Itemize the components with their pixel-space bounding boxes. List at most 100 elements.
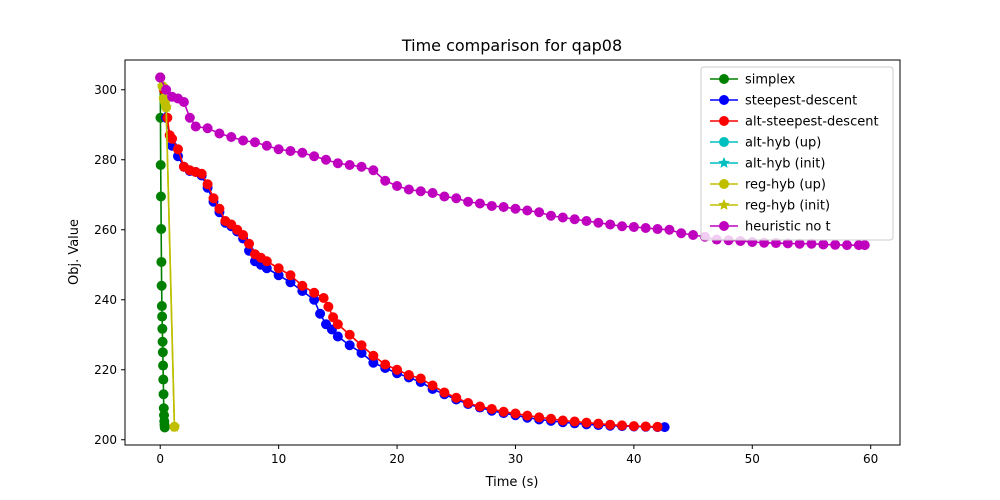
legend-marker xyxy=(719,95,729,105)
y-tick-label: 300 xyxy=(94,83,117,97)
data-point xyxy=(368,165,379,176)
data-point xyxy=(344,160,355,170)
y-axis: 200 220 240 260 280 300 xyxy=(94,83,125,447)
data-point xyxy=(162,112,173,123)
data-point xyxy=(664,224,675,235)
data-point xyxy=(156,256,167,267)
data-point xyxy=(285,270,296,281)
y-tick-label: 280 xyxy=(94,153,117,167)
data-point xyxy=(617,221,628,232)
legend-marker xyxy=(719,74,729,84)
legend-item: alt-hyb (init) xyxy=(710,157,825,172)
data-point xyxy=(522,205,533,216)
data-point xyxy=(157,336,168,347)
data-point xyxy=(273,144,284,155)
data-point xyxy=(818,239,829,250)
data-point xyxy=(332,331,343,342)
data-point xyxy=(321,154,332,165)
data-point xyxy=(617,420,628,431)
x-axis-label: Time (s) xyxy=(485,475,539,490)
data-point xyxy=(640,223,651,233)
data-point xyxy=(273,263,284,274)
data-point xyxy=(415,186,426,197)
data-point xyxy=(392,181,403,191)
data-point xyxy=(380,175,391,186)
data-point xyxy=(156,224,167,235)
data-point xyxy=(605,219,616,230)
data-point xyxy=(157,347,168,358)
data-point xyxy=(427,380,438,391)
x-tick-label: 0 xyxy=(156,452,164,466)
chart-title: Time comparison for qap08 xyxy=(401,36,622,55)
data-point xyxy=(285,146,296,156)
legend-marker xyxy=(719,116,729,126)
legend-item: alt-hyb (up) xyxy=(710,136,821,151)
data-point xyxy=(155,160,166,170)
data-point xyxy=(640,421,651,432)
legend-marker xyxy=(718,156,730,168)
data-point xyxy=(557,212,568,223)
data-point xyxy=(593,418,604,429)
y-tick-label: 220 xyxy=(94,363,117,377)
data-point xyxy=(184,112,195,123)
data-point xyxy=(328,312,339,323)
data-point xyxy=(498,202,509,212)
data-point xyxy=(427,188,438,198)
data-point xyxy=(261,256,272,267)
data-point xyxy=(581,216,592,226)
data-point xyxy=(208,193,219,204)
data-point xyxy=(332,319,343,330)
data-point xyxy=(463,398,474,408)
data-point xyxy=(172,144,183,155)
data-point xyxy=(688,230,699,240)
data-point xyxy=(545,210,556,221)
data-point xyxy=(249,137,260,148)
data-point xyxy=(315,308,326,319)
data-point xyxy=(344,329,355,340)
data-point xyxy=(261,140,272,151)
series-layer xyxy=(155,72,870,433)
data-point xyxy=(569,416,580,427)
data-point xyxy=(415,373,426,384)
legend-item: alt-steepest-descent xyxy=(710,115,879,130)
x-tick-label: 20 xyxy=(389,452,404,466)
data-point xyxy=(522,410,533,421)
data-point xyxy=(380,359,391,370)
legend-marker xyxy=(719,179,729,189)
data-point xyxy=(806,238,817,249)
legend-item: reg-hyb (up) xyxy=(710,178,826,193)
x-tick-label: 10 xyxy=(271,452,286,466)
x-tick-label: 50 xyxy=(745,452,760,466)
data-point xyxy=(628,421,639,432)
legend-label: heuristic no t xyxy=(745,220,831,235)
data-point xyxy=(167,133,178,144)
legend-item: simplex xyxy=(710,73,796,88)
data-point xyxy=(158,360,169,371)
data-point xyxy=(652,224,663,235)
data-point xyxy=(842,240,853,251)
data-point xyxy=(451,193,462,204)
x-tick-label: 30 xyxy=(508,452,523,466)
y-tick-label: 260 xyxy=(94,223,117,237)
data-point xyxy=(498,406,509,417)
legend-label: simplex xyxy=(745,73,796,88)
series-line xyxy=(159,77,865,246)
legend-marker xyxy=(719,137,729,147)
data-point xyxy=(155,191,166,202)
data-point xyxy=(297,280,308,291)
data-point xyxy=(534,412,545,423)
data-point xyxy=(652,421,663,432)
data-point xyxy=(356,340,367,351)
x-axis: 0 10 20 30 40 50 60 xyxy=(156,445,878,466)
data-point xyxy=(202,179,213,190)
data-point xyxy=(178,97,189,107)
data-point xyxy=(403,184,414,195)
legend-label: reg-hyb (up) xyxy=(745,178,826,193)
data-point xyxy=(244,238,255,249)
data-point xyxy=(332,158,343,169)
legend-label: alt-hyb (up) xyxy=(745,136,821,151)
data-point xyxy=(238,230,249,240)
legend-label: steepest-descent xyxy=(745,94,857,109)
plot-frame xyxy=(124,59,901,446)
